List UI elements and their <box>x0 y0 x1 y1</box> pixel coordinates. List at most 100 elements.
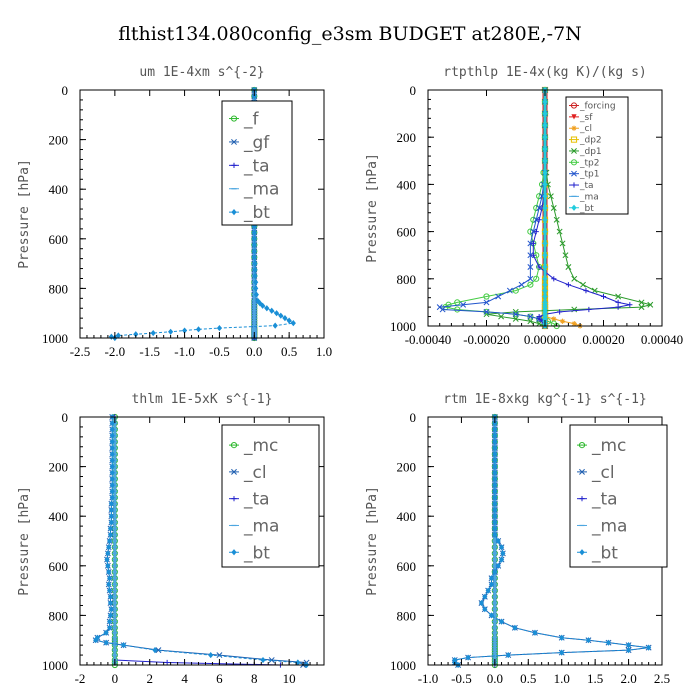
x-tick-label: 1.0 <box>316 344 332 359</box>
data-point <box>492 457 498 464</box>
data-point <box>542 252 548 259</box>
data-point <box>495 562 501 569</box>
data-point <box>638 299 645 306</box>
data-point <box>542 157 548 164</box>
data-point <box>108 500 114 507</box>
legend-label: _ma <box>243 516 279 536</box>
series-bt <box>542 86 548 330</box>
x-tick-label: -0.00020 <box>463 332 510 347</box>
y-tick-label: 800 <box>397 272 417 287</box>
legend-label: _sf <box>579 113 593 123</box>
x-tick-label: 0.5 <box>520 671 536 686</box>
y-tick-label: 400 <box>397 509 417 524</box>
data-point <box>512 624 518 631</box>
data-point <box>492 519 498 526</box>
data-point <box>527 313 534 320</box>
legend-label: _ta <box>579 181 594 191</box>
data-point <box>556 228 563 235</box>
data-point <box>260 656 266 664</box>
data-point <box>103 639 109 646</box>
data-point <box>492 500 498 507</box>
y-tick-label: 1000 <box>390 319 416 334</box>
data-point <box>542 98 548 105</box>
x-tick-label: 0.00040 <box>641 332 683 347</box>
data-point <box>109 438 115 445</box>
data-point <box>571 321 577 327</box>
data-point <box>93 637 99 644</box>
y-tick-label: 1000 <box>42 658 68 673</box>
legend-label: _mc <box>243 436 278 456</box>
legend-label: _cl <box>591 463 615 483</box>
legend: _f _gf _ta _ma _bt <box>221 100 293 226</box>
legend-label: _ta <box>243 156 270 176</box>
data-point <box>105 562 111 569</box>
y-tick-label: 0 <box>62 410 69 425</box>
data-point <box>527 318 534 325</box>
data-point <box>536 264 542 270</box>
data-point <box>492 488 498 495</box>
data-point <box>527 252 534 259</box>
data-point <box>251 241 257 249</box>
legend-label: _mc <box>591 436 626 456</box>
x-tick-label: -1.5 <box>139 344 160 359</box>
data-point <box>492 469 498 476</box>
data-point <box>252 266 258 273</box>
data-point <box>107 624 113 631</box>
data-point <box>439 306 446 313</box>
x-tick-label: 1.5 <box>587 671 603 686</box>
data-point <box>627 302 633 308</box>
data-point <box>252 272 258 280</box>
data-point <box>104 556 110 563</box>
data-point <box>120 642 127 649</box>
data-point <box>168 328 174 335</box>
x-tick-label: 10 <box>283 671 296 686</box>
plots-area: um 1E-4xm s^{-2} Pressure [hPa] -2.5 -2.0 -1… <box>17 65 683 686</box>
y-tick-label: 200 <box>397 460 417 475</box>
data-point <box>495 293 502 300</box>
legend-box <box>569 424 668 568</box>
data-point <box>527 264 534 270</box>
data-point <box>251 229 257 236</box>
data-point <box>492 482 498 489</box>
data-point <box>542 204 548 212</box>
x-tick-label: -2.5 <box>70 344 91 359</box>
data-point <box>591 287 598 294</box>
data-point <box>94 634 101 641</box>
data-point <box>646 644 652 651</box>
legend-label: _cl <box>243 463 267 483</box>
x-tick-label: -0.00040 <box>405 332 452 347</box>
x-tick-label: 1.0 <box>554 671 570 686</box>
data-point <box>108 513 114 520</box>
data-point <box>488 612 495 619</box>
legend: _forcing_sf_cl _dp2_dp1_tp2 _tp1_ta_ma _bt <box>565 96 629 215</box>
data-point <box>492 426 498 433</box>
legend-label: _tp2 <box>579 158 599 168</box>
y-tick-label: 0 <box>410 410 417 425</box>
data-point <box>251 248 257 255</box>
y-axis-label: Pressure [hPa] <box>365 486 380 596</box>
data-point <box>492 451 498 458</box>
series-tp1 <box>436 87 548 329</box>
data-point <box>492 525 498 532</box>
y-axis-label: Pressure [hPa] <box>17 159 32 269</box>
data-point <box>268 657 275 663</box>
legend-label: _bt <box>243 543 270 563</box>
data-point <box>488 581 495 588</box>
data-point <box>290 320 296 327</box>
data-point <box>492 475 498 483</box>
legend-label: _dp2 <box>579 136 602 146</box>
legend-label: _forcing <box>579 102 616 112</box>
data-point <box>562 252 569 259</box>
x-tick-label: -1.0 <box>418 671 439 686</box>
data-point <box>286 317 292 324</box>
data-point <box>533 275 540 282</box>
y-tick-label: 600 <box>49 559 69 574</box>
legend-label: _ma <box>243 180 279 200</box>
data-point <box>251 93 257 100</box>
data-point <box>109 451 115 458</box>
data-point <box>585 637 592 644</box>
data-point <box>106 581 112 588</box>
data-point <box>533 229 539 235</box>
chart-rtm: rtm 1E-8xkg kg^{-1} s^{-1} Pressure [hPa]… <box>365 392 670 686</box>
data-point <box>542 263 548 271</box>
